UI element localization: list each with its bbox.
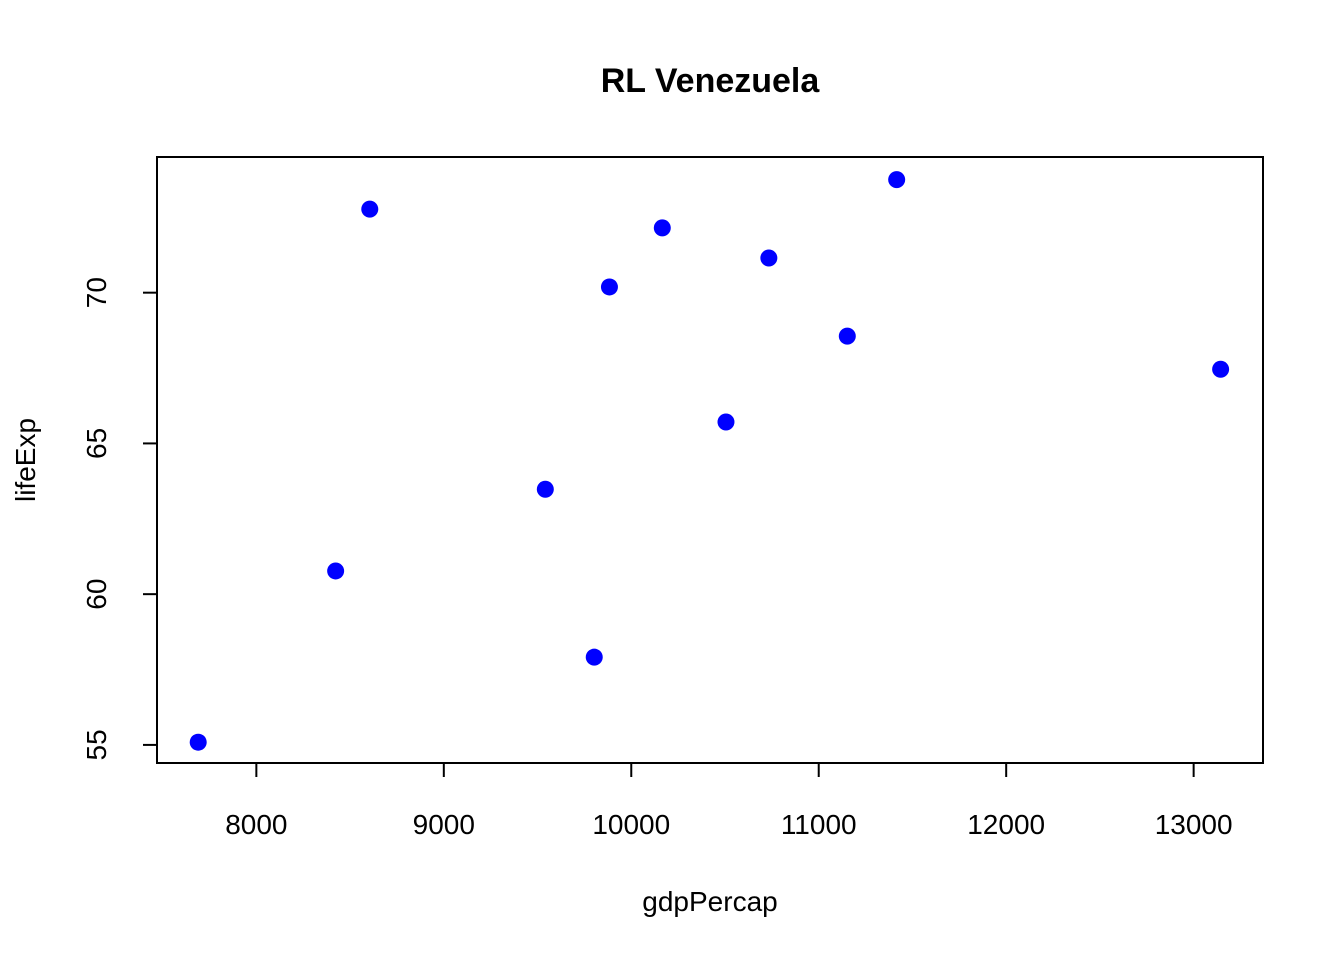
x-tick-label: 9000 [413, 809, 475, 840]
data-point [760, 249, 778, 267]
y-tick-label: 60 [81, 579, 112, 610]
data-points [189, 171, 1230, 751]
x-axis-label: gdpPercap [642, 886, 777, 917]
data-point [888, 171, 906, 189]
data-point [653, 219, 671, 237]
y-axis: 55 60 65 70 [81, 277, 158, 760]
y-tick-label: 70 [81, 277, 112, 308]
data-point [536, 480, 554, 498]
x-tick-label: 11000 [781, 809, 857, 840]
plot-area-frame [156, 156, 1264, 764]
data-point [600, 278, 618, 296]
x-tick-label: 8000 [225, 809, 287, 840]
data-point [327, 562, 345, 580]
data-point [1212, 360, 1230, 378]
data-point [361, 200, 379, 218]
data-point [717, 413, 735, 431]
x-tick-label: 12000 [967, 809, 1045, 840]
y-tick-label: 65 [81, 428, 112, 459]
y-tick-label: 55 [81, 729, 112, 760]
x-tick-label: 13000 [1155, 809, 1233, 840]
x-axis: 8000 9000 10000 11000 12000 13000 [225, 762, 1233, 840]
chart-title: RL Venezuela [601, 62, 821, 100]
data-point [838, 327, 856, 345]
x-tick-label: 10000 [592, 809, 670, 840]
data-point [585, 648, 603, 666]
data-point [189, 733, 207, 751]
y-axis-label: lifeExp [10, 418, 41, 502]
